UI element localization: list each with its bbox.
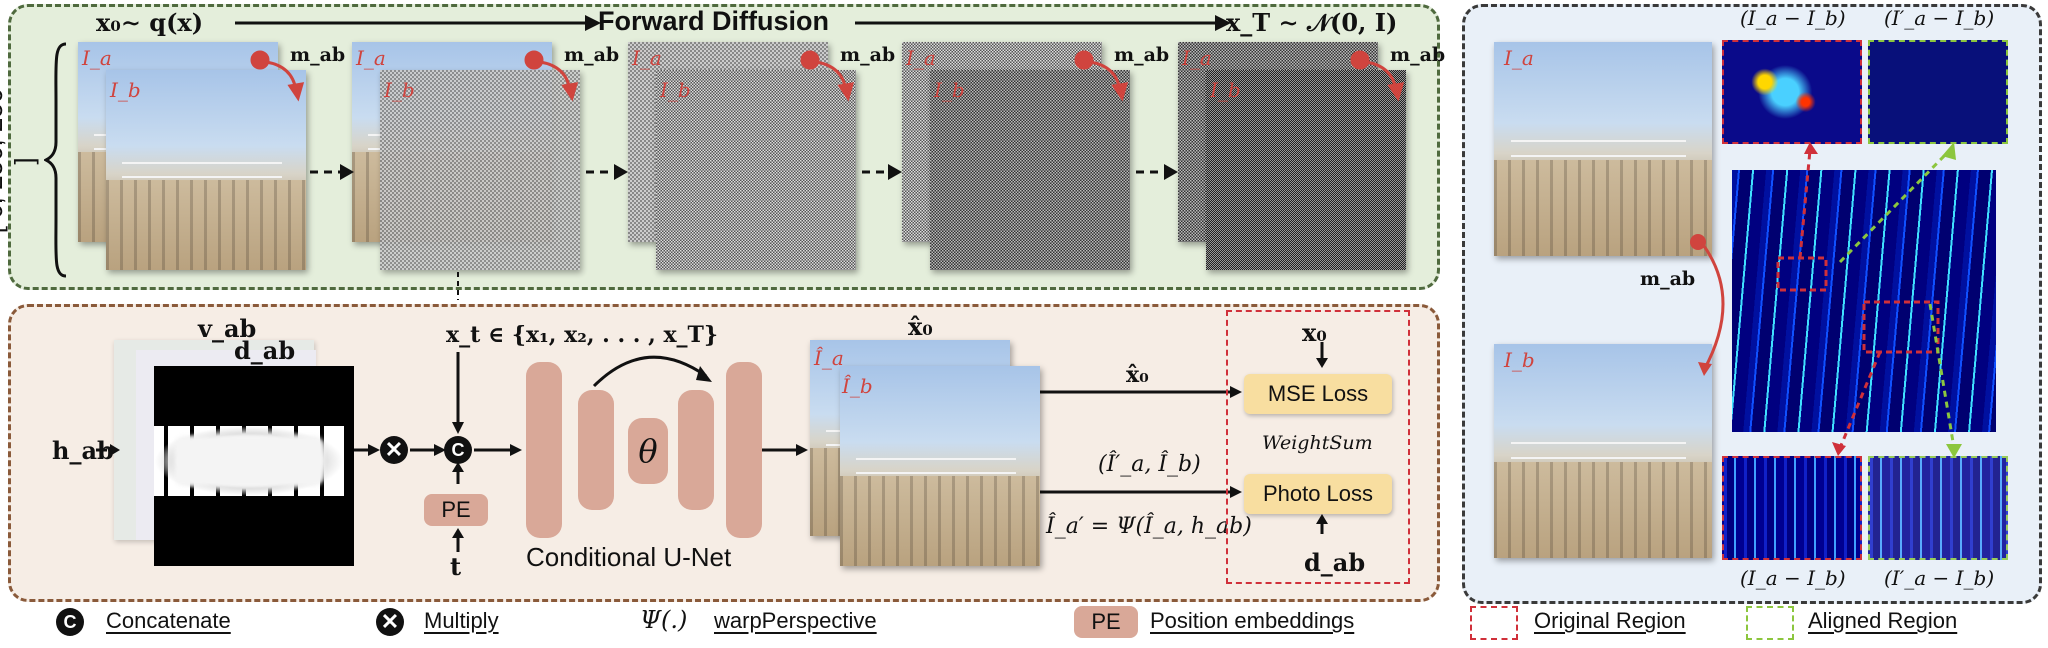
image-pair-step-1: I_a I_b (352, 42, 584, 272)
warped-pair-label: (Î′_a, Î_b) (1098, 452, 1201, 477)
dab-loss-label: d_ab (1304, 548, 1366, 577)
legend-aligned-region: Aligned Region (1808, 608, 1958, 633)
legend-multiply: Multiply (424, 608, 499, 633)
loss-region (1226, 310, 1410, 584)
mab-label: m_ab (1114, 44, 1170, 66)
diff-map-aligned-top (1868, 40, 2008, 144)
ia-label: I_a (82, 46, 112, 70)
mab-label: m_ab (290, 44, 346, 66)
x0-distribution-label: x₀∼ q(x) (96, 8, 204, 37)
unet-encoder-block-1 (526, 362, 562, 538)
mab-label: m_ab (564, 44, 620, 66)
vab-label: v_ab (198, 314, 257, 343)
xt-set-label: x_t ∈ {x₁, x₂, . . . , x_T} (446, 322, 719, 348)
image-pair-step-0: I_a I_b (78, 42, 310, 272)
ia-label: I_a (356, 46, 386, 70)
unet-encoder-block-2 (578, 390, 614, 510)
right-image-a (1494, 42, 1712, 256)
legend-position-embeddings: Position embeddings (1150, 608, 1355, 633)
warp-equation: Î_a′ = Ψ(Î_a, h_ab) (1046, 514, 1252, 539)
legend-warp: warpPerspective (714, 608, 877, 633)
diff-aligned-top-label: (I′_a − I_b) (1884, 6, 1995, 30)
forward-diffusion-title: Forward Diffusion (598, 6, 829, 36)
ib-hat-label: Î_b (842, 374, 873, 398)
ib-label: I_b (1210, 78, 1241, 102)
dab-label: d_ab (234, 336, 296, 365)
forward-arrow (235, 15, 1231, 31)
unet-decoder-block-1 (678, 390, 714, 510)
diff-original-bottom-label: (I_a − I_b) (1740, 566, 1846, 590)
diff-map-aligned-bottom (1868, 456, 2008, 560)
ia-hat-label: Î_a (814, 346, 844, 370)
ib-label: I_b (934, 78, 965, 102)
x0-hat-top-label: x̂₀ (908, 312, 933, 341)
unet-bottleneck: θ (628, 418, 668, 484)
unet-caption: Conditional U-Net (526, 542, 732, 572)
ib-label: I_b (660, 78, 691, 102)
alignment-heatmap (1732, 170, 1996, 432)
timestep-label: t (450, 552, 462, 581)
right-ib-label: I_b (1504, 348, 1535, 372)
mab-arrows (250, 50, 1405, 300)
legend-original-region-swatch (1470, 606, 1518, 640)
diff-map-original-bottom (1722, 456, 1862, 560)
bottom-flow-arrows (96, 342, 1328, 552)
legend-original-region: Original Region (1534, 608, 1686, 633)
position-embedding-block: PE (424, 494, 488, 526)
dab-mask (154, 366, 354, 566)
right-panel-arrows (1690, 142, 1962, 458)
shape-brace (44, 42, 67, 278)
legend-multiply-icon: ✕ (376, 608, 404, 636)
ia-label: I_a (1182, 46, 1212, 70)
image-pair-step-T: I_a I_b (1178, 42, 1410, 272)
concatenate-op-icon: C (444, 436, 472, 464)
multiply-op-icon: ✕ (380, 436, 408, 464)
theta-label: θ (638, 432, 658, 470)
right-image-b (1494, 344, 1712, 558)
output-image-b (840, 366, 1040, 566)
diff-original-top-label: (I_a − I_b) (1740, 6, 1846, 30)
mse-loss-box: MSE Loss (1244, 374, 1392, 414)
ia-label: I_a (906, 46, 936, 70)
photo-loss-box: Photo Loss (1244, 474, 1392, 514)
legend-aligned-region-swatch (1746, 606, 1794, 640)
legend-concatenate: Concatenate (106, 608, 231, 633)
diff-aligned-bottom-label: (I′_a − I_b) (1884, 566, 1995, 590)
legend-pe-icon: PE (1074, 606, 1138, 638)
legend-psi-symbol: Ψ(.) (640, 606, 688, 634)
unet-decoder-block-2 (726, 362, 762, 538)
x0-hat-arrow-label: x̂₀ (1126, 362, 1149, 388)
mab-label: m_ab (1390, 44, 1446, 66)
ib-label: I_b (384, 78, 415, 102)
image-pair-step-2: I_a I_b (628, 42, 860, 272)
mab-label: m_ab (840, 44, 896, 66)
legend-concatenate-icon: C (56, 608, 84, 636)
xT-distribution-label: x_T ∼ 𝒩(0, I) (1226, 8, 1398, 37)
ia-label: I_a (632, 46, 662, 70)
right-mab-label: m_ab (1640, 268, 1696, 290)
image-pair-step-3: I_a I_b (902, 42, 1134, 272)
ib-label: I_b (110, 78, 141, 102)
x0-gt-label: x₀ (1302, 318, 1327, 347)
right-ia-label: I_a (1504, 46, 1534, 70)
weight-sum-label: WeightSum (1262, 432, 1373, 454)
diff-map-original-top (1722, 40, 1862, 144)
